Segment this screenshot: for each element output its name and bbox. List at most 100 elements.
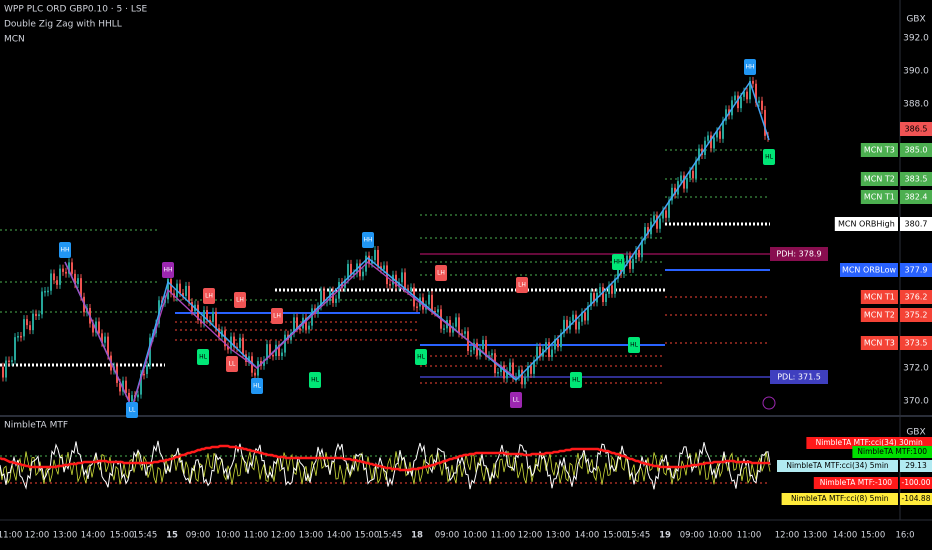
candle <box>353 273 355 275</box>
time-tick: 15:45 <box>378 531 403 541</box>
candle <box>671 187 673 201</box>
candle <box>539 346 541 357</box>
badge-label-box <box>860 172 898 186</box>
candle <box>284 334 286 353</box>
price-tick: 392.0 <box>903 34 929 44</box>
candle <box>593 293 595 303</box>
candle <box>140 373 142 395</box>
time-tick: 14:00 <box>575 531 600 541</box>
candle <box>308 325 310 330</box>
candle <box>23 319 25 337</box>
time-tick: 13:00 <box>53 531 78 541</box>
time-tick: 13:00 <box>803 531 828 541</box>
candle <box>248 356 250 362</box>
candle <box>281 352 283 357</box>
osc-badge-box <box>852 446 932 458</box>
pivot-tag <box>203 288 215 304</box>
badge-label-box <box>860 308 898 322</box>
candle <box>578 321 580 330</box>
candle <box>389 284 391 286</box>
badge-value: 380.7 <box>905 220 928 229</box>
time-tick: 15:45 <box>626 531 651 541</box>
candle <box>587 305 589 321</box>
candle <box>512 362 514 379</box>
candle <box>659 218 661 229</box>
candle <box>32 313 34 331</box>
osc-badge-value: 29.13 <box>905 461 927 470</box>
pivot-label: HL <box>417 354 426 361</box>
badge-value: PDL: 371.5 <box>777 373 821 382</box>
candle <box>617 266 619 279</box>
pivot-tag <box>197 349 209 365</box>
candle <box>101 333 103 343</box>
pivot-tag <box>435 265 447 281</box>
candle <box>404 272 406 289</box>
candle <box>131 395 133 402</box>
badge-value-box <box>770 370 828 384</box>
candle <box>584 312 586 321</box>
candle <box>119 382 121 392</box>
candle <box>56 280 58 285</box>
pivot-tag <box>162 262 174 278</box>
candle <box>233 336 235 347</box>
candle <box>557 339 559 348</box>
candle <box>590 293 592 306</box>
candle <box>497 372 499 374</box>
candle <box>146 365 148 375</box>
candle <box>635 249 637 260</box>
candle <box>137 394 139 398</box>
candle <box>320 290 322 307</box>
badge-label: MCN ORBHigh <box>838 220 895 229</box>
candle <box>581 312 583 322</box>
candle <box>473 342 475 351</box>
badge-value: 376.2 <box>905 293 928 302</box>
candle <box>191 302 193 312</box>
candle <box>143 373 145 376</box>
time-tick: 15 <box>166 531 178 541</box>
candle <box>122 380 124 392</box>
candle <box>296 317 298 329</box>
candle <box>410 287 412 291</box>
badge-label: MCN T2 <box>864 175 895 184</box>
pivot-label: HL <box>765 154 774 161</box>
candle <box>80 278 82 297</box>
time-tick: 11:00 <box>491 531 516 541</box>
time-tick: 13:00 <box>546 531 571 541</box>
osc-line <box>0 444 770 472</box>
candle <box>299 328 301 330</box>
time-tick: 16:0 <box>895 531 914 541</box>
candle <box>401 272 403 283</box>
pivot-tag <box>309 372 321 388</box>
candle <box>518 369 520 377</box>
candle <box>50 273 52 291</box>
pivot-label: LH <box>205 293 213 300</box>
pivot-tag <box>251 378 263 394</box>
candle <box>5 360 7 378</box>
pivot-tag <box>415 349 427 365</box>
badge-value-box <box>900 290 932 304</box>
candle <box>17 336 19 338</box>
overlay-name: MCN <box>4 35 25 45</box>
badge-value-box <box>900 172 932 186</box>
oscillator-unit: GBX <box>906 428 925 438</box>
candle <box>644 227 646 241</box>
candle <box>236 346 238 349</box>
candle <box>683 175 685 189</box>
time-tick: 15:00 <box>355 531 380 541</box>
candle <box>290 333 292 340</box>
candle <box>305 317 307 330</box>
pivot-label: HL <box>199 354 208 361</box>
badge-value: 386.5 <box>905 125 928 134</box>
candle <box>443 328 445 330</box>
candle <box>533 360 535 374</box>
pivot-label: HH <box>613 259 622 266</box>
event-icon[interactable] <box>762 396 776 410</box>
time-tick: 10:00 <box>216 531 241 541</box>
badge-value-box <box>900 217 932 231</box>
pivot-label: LL <box>513 397 520 404</box>
candle <box>722 120 724 139</box>
candle <box>35 313 37 317</box>
candle <box>386 265 388 285</box>
pivot-label: HH <box>363 237 372 244</box>
